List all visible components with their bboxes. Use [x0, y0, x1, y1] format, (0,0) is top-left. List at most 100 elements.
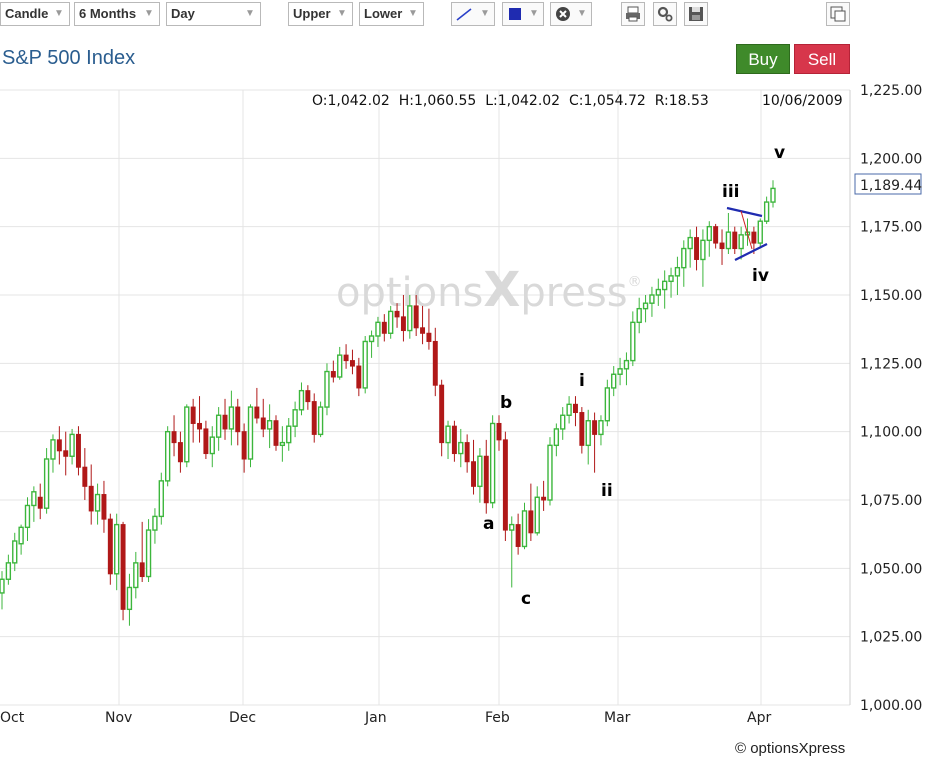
wave-label-i: i — [579, 371, 585, 391]
candle-body — [247, 406, 254, 460]
candle — [636, 297, 642, 334]
wave-label-c: c — [521, 589, 531, 609]
lower-study-select[interactable]: Lower ▼ — [359, 2, 424, 26]
print-button[interactable] — [621, 2, 645, 26]
candle — [502, 431, 508, 541]
candle — [209, 426, 215, 468]
candle — [133, 551, 139, 599]
candle-body — [458, 441, 464, 455]
candle-body — [432, 340, 438, 386]
chart-type-select[interactable]: Candle ▼ — [0, 2, 70, 26]
y-tick-label: 1,050.00 — [860, 561, 922, 577]
candle — [662, 270, 668, 309]
last-price-label: 1,189.44 — [860, 178, 922, 194]
candle — [471, 439, 476, 495]
candle — [228, 390, 235, 446]
candle-body — [566, 403, 572, 416]
candle — [247, 404, 254, 468]
candle — [305, 385, 311, 410]
candlestick-chart[interactable]: optionsXpress® O:1,042.02 H:1,060.55 L:1… — [0, 80, 936, 732]
chevron-down-icon: ▼ — [408, 8, 418, 19]
candle — [241, 423, 247, 473]
candle-body — [317, 406, 324, 436]
upper-study-select[interactable]: Upper ▼ — [288, 2, 353, 26]
candle-body — [381, 321, 387, 334]
candle — [521, 502, 528, 550]
wave-label-iii: iii — [722, 182, 739, 202]
last-price-box — [854, 173, 922, 195]
popout-button[interactable] — [826, 2, 850, 26]
remove-drawing-button[interactable]: ▼ — [550, 2, 592, 26]
candle — [655, 278, 661, 306]
candle — [604, 379, 611, 427]
candle-body — [305, 390, 311, 403]
candle-body — [241, 431, 247, 460]
candle-body — [273, 420, 279, 446]
date-readout: 10/06/2009 — [762, 93, 843, 109]
x-tick-label: Nov — [105, 710, 132, 726]
candle — [757, 218, 763, 249]
candle-body — [592, 420, 598, 435]
candle-body — [649, 294, 655, 304]
chart-type-value: Candle — [5, 6, 49, 21]
candle-body — [88, 485, 94, 512]
candle — [400, 295, 406, 342]
candle — [553, 423, 560, 457]
trendline-tool-button[interactable]: ▼ — [451, 2, 495, 26]
candle-body — [311, 401, 317, 435]
candle — [725, 213, 732, 254]
candle — [388, 305, 394, 339]
candle-body — [560, 414, 566, 430]
upper-label: Upper — [293, 6, 331, 21]
candle — [82, 448, 88, 500]
candle — [94, 483, 101, 525]
chevron-down-icon: ▼ — [480, 8, 490, 19]
candle-body — [725, 231, 732, 250]
candle — [572, 396, 578, 427]
candle — [426, 308, 432, 350]
period-select[interactable]: 6 Months ▼ — [74, 2, 160, 26]
candle-body — [177, 442, 183, 463]
candle-body — [732, 231, 738, 250]
candle — [43, 448, 50, 514]
candle-body — [604, 387, 611, 422]
candle — [534, 486, 540, 536]
settings-button[interactable] — [653, 2, 677, 26]
interval-select[interactable]: Day ▼ — [166, 2, 261, 26]
x-tick-label: Dec — [229, 710, 256, 726]
candle — [152, 508, 158, 544]
candle-body — [420, 327, 426, 334]
candle-body — [694, 237, 700, 260]
candle-body — [184, 406, 190, 463]
candle — [107, 513, 113, 585]
candle — [579, 407, 585, 454]
color-picker-button[interactable]: ▼ — [502, 2, 544, 26]
candle-body — [222, 414, 228, 430]
candle-body — [445, 425, 451, 444]
candle-body — [197, 422, 203, 430]
candle-body — [636, 307, 642, 324]
candle-body — [394, 310, 400, 318]
candle-body — [700, 239, 706, 261]
candle-body — [152, 515, 158, 531]
candle-body — [509, 523, 515, 531]
candle-body — [126, 586, 133, 611]
candle — [120, 521, 126, 621]
candle-body — [630, 321, 636, 362]
candle — [515, 513, 521, 555]
candle — [541, 480, 547, 511]
candle-body — [483, 455, 489, 504]
candle-body — [164, 430, 171, 482]
candle — [0, 571, 5, 610]
candle-body — [719, 242, 725, 250]
sell-button[interactable]: Sell — [794, 44, 850, 74]
candle-body — [471, 461, 476, 487]
candle — [496, 415, 502, 451]
candle-body — [75, 433, 81, 468]
candle-body — [579, 412, 585, 446]
candle — [642, 295, 649, 323]
candle — [18, 524, 24, 555]
save-button[interactable] — [684, 2, 708, 26]
candle-body — [120, 524, 126, 610]
buy-button[interactable]: Buy — [736, 44, 790, 74]
